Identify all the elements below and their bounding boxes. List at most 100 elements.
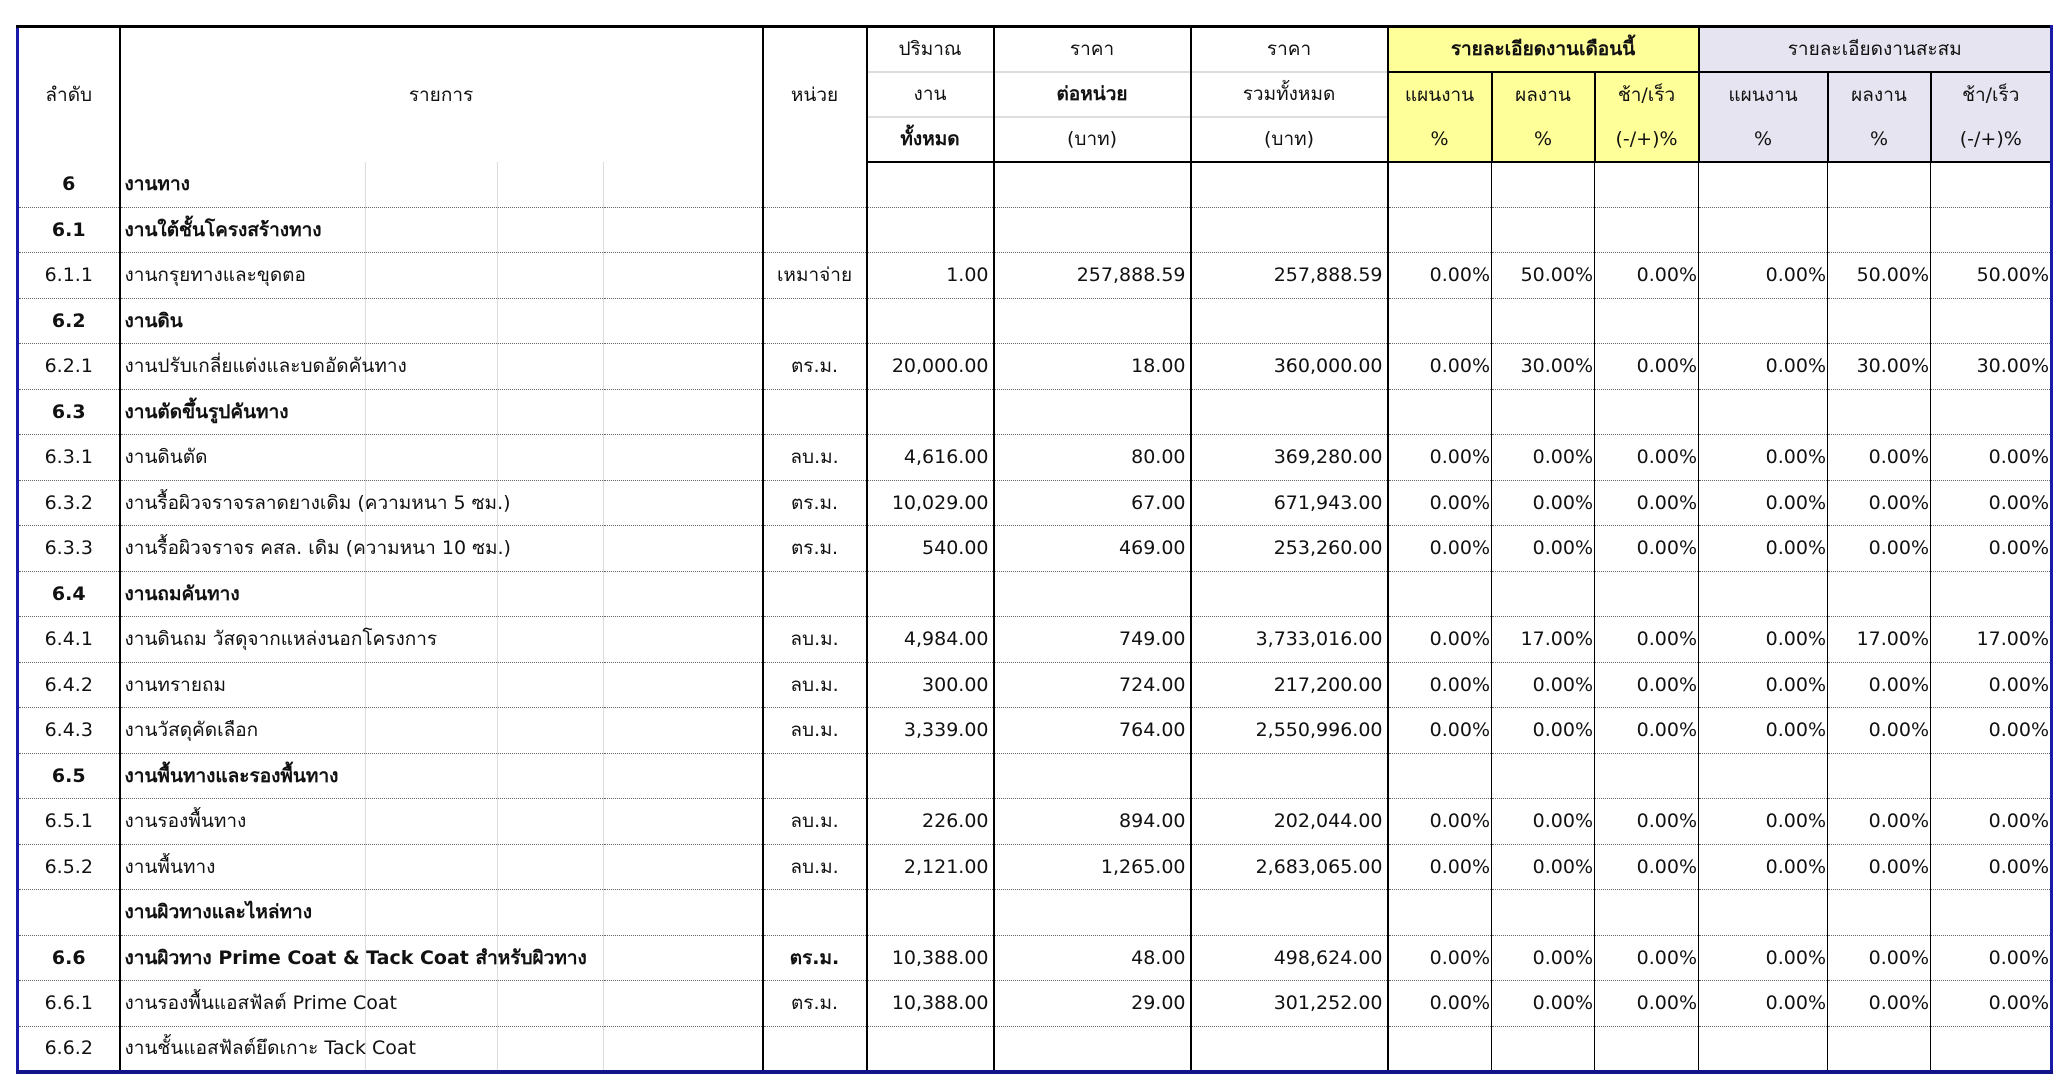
row-cum-result: 17.00% [1827,616,1932,663]
row-cum-plan: 0.00% [1698,434,1829,481]
row-month-plan [1387,753,1493,799]
row-unit: ตร.ม. [761,935,868,981]
table-row: 6.3.3 งานรื้อผิวจราจร คสล. เดิม (ความหนา … [16,525,2053,572]
row-month-diff: 0.00% [1594,707,1700,754]
table-row: 6.5 งานพื้นทางและรองพื้นทาง [16,753,2053,799]
row-month-result: 0.00% [1491,525,1596,572]
row-cum-diff: 50.00% [1930,252,2053,299]
row-unit: ตร.ม. [761,525,868,572]
row-unit [761,753,868,799]
row-qty: 2,121.00 [865,844,995,890]
row-total-price: 2,683,065.00 [1189,844,1389,890]
row-cum-plan: 0.00% [1698,935,1829,981]
row-no: 6.6.1 [16,980,121,1027]
row-item: งานดินถม วัสดุจากแหล่งนอกโครงการ [118,616,437,663]
row-unit [761,571,868,617]
row-cum-plan: 0.00% [1698,980,1829,1027]
table-row: 6 งานทาง [16,161,2053,208]
row-no: 6.3.2 [16,480,121,526]
row-total-price [1189,207,1389,253]
row-unit-price: 749.00 [992,616,1192,663]
row-total-price: 2,550,996.00 [1189,707,1389,754]
row-month-result: 0.00% [1491,844,1596,890]
row-item-spacer [497,298,604,344]
row-item-spacer [602,434,764,481]
header-cum-plan: แผนงาน [1697,70,1829,117]
row-total-price: 202,044.00 [1189,798,1389,845]
row-item-spacer [497,480,604,526]
row-item: งานวัสดุคัดเลือก [118,707,366,754]
row-month-result [1491,1026,1596,1072]
header-unit-price-2: ต่อหน่วย [992,70,1192,117]
row-cum-diff [1930,161,2053,208]
row-item: งานรองพื้นแอสฟัลต์ Prime Coat [118,980,397,1027]
row-total-price: 217,200.00 [1189,662,1389,708]
row-unit-price [992,161,1192,208]
table-row: 6.5.1 งานรองพื้นทาง ลบ.ม. 226.00 894.00 202,0… [16,798,2053,845]
table-row: 6.4 งานถมคันทาง [16,571,2053,617]
row-item: งานพื้นทางและรองพื้นทาง [118,753,366,799]
header-cum-diff: ช้า/เร็ว [1929,70,2053,117]
row-no: 6.2.1 [16,343,121,390]
row-item-spacer [602,525,764,572]
row-item-spacer [602,707,764,754]
row-cum-result: 0.00% [1827,525,1932,572]
row-item-spacer [602,480,764,526]
row-item-spacer [365,844,498,890]
row-total-price [1189,571,1389,617]
table-row: 6.6.2 งานชั้นแอสฟัลต์ยึดเกาะ Tack Coat [16,1026,2053,1072]
row-cum-diff: 0.00% [1930,662,2053,708]
row-item-spacer [602,389,764,435]
row-item-spacer [497,753,604,799]
row-item-spacer [602,161,764,208]
row-unit-price [992,889,1192,936]
row-item-spacer [602,252,764,299]
row-item: งานถมคันทาง [118,571,366,617]
row-month-diff: 0.00% [1594,798,1700,845]
row-no: 6.3.3 [16,525,121,572]
row-cum-result [1827,207,1932,253]
row-cum-result [1827,889,1932,936]
table-row: 6.1 งานใต้ชั้นโครงสร้างทาง [16,207,2053,253]
row-unit-price: 724.00 [992,662,1192,708]
row-unit-price [992,1026,1192,1072]
row-total-price: 257,888.59 [1189,252,1389,299]
row-item-spacer [365,662,498,708]
row-no: 6.6 [16,935,121,981]
row-unit-price: 48.00 [992,935,1192,981]
row-unit [761,161,868,208]
row-unit-price: 29.00 [992,980,1192,1027]
row-no: 6.1 [16,207,121,253]
row-cum-plan: 0.00% [1698,480,1829,526]
row-cum-plan [1698,753,1829,799]
row-month-diff: 0.00% [1594,480,1700,526]
row-item: งานผิวทางและไหล่ทาง [118,889,366,936]
row-item-spacer [497,252,604,299]
row-month-diff [1594,161,1700,208]
row-cum-diff [1930,571,2053,617]
row-cum-plan [1698,298,1829,344]
row-item-spacer [497,844,604,890]
row-unit: เหมาจ่าย [761,252,868,299]
header-unit-price-3: (บาท) [992,115,1192,163]
row-item-spacer [365,753,498,799]
row-unit-price: 1,265.00 [992,844,1192,890]
row-cum-result: 0.00% [1827,662,1932,708]
table-row: 6.6.1 งานรองพื้นแอสฟัลต์ Prime Coat ตร.ม. 1… [16,980,2053,1027]
row-unit-price: 257,888.59 [992,252,1192,299]
row-no: 6.5.1 [16,798,121,845]
row-qty: 4,616.00 [865,434,995,481]
row-cum-plan: 0.00% [1698,343,1829,390]
row-month-diff: 0.00% [1594,434,1700,481]
row-cum-diff [1930,889,2053,936]
row-item-spacer [365,207,498,253]
row-no: 6 [16,161,121,208]
header-no: ลำดับ [16,26,121,162]
row-unit: ลบ.ม. [761,798,868,845]
row-month-result [1491,571,1596,617]
row-unit: ลบ.ม. [761,434,868,481]
row-month-diff: 0.00% [1594,980,1700,1027]
row-month-plan: 0.00% [1387,525,1493,572]
row-cum-result: 50.00% [1827,252,1932,299]
header-month-plan-unit: % [1386,116,1493,163]
